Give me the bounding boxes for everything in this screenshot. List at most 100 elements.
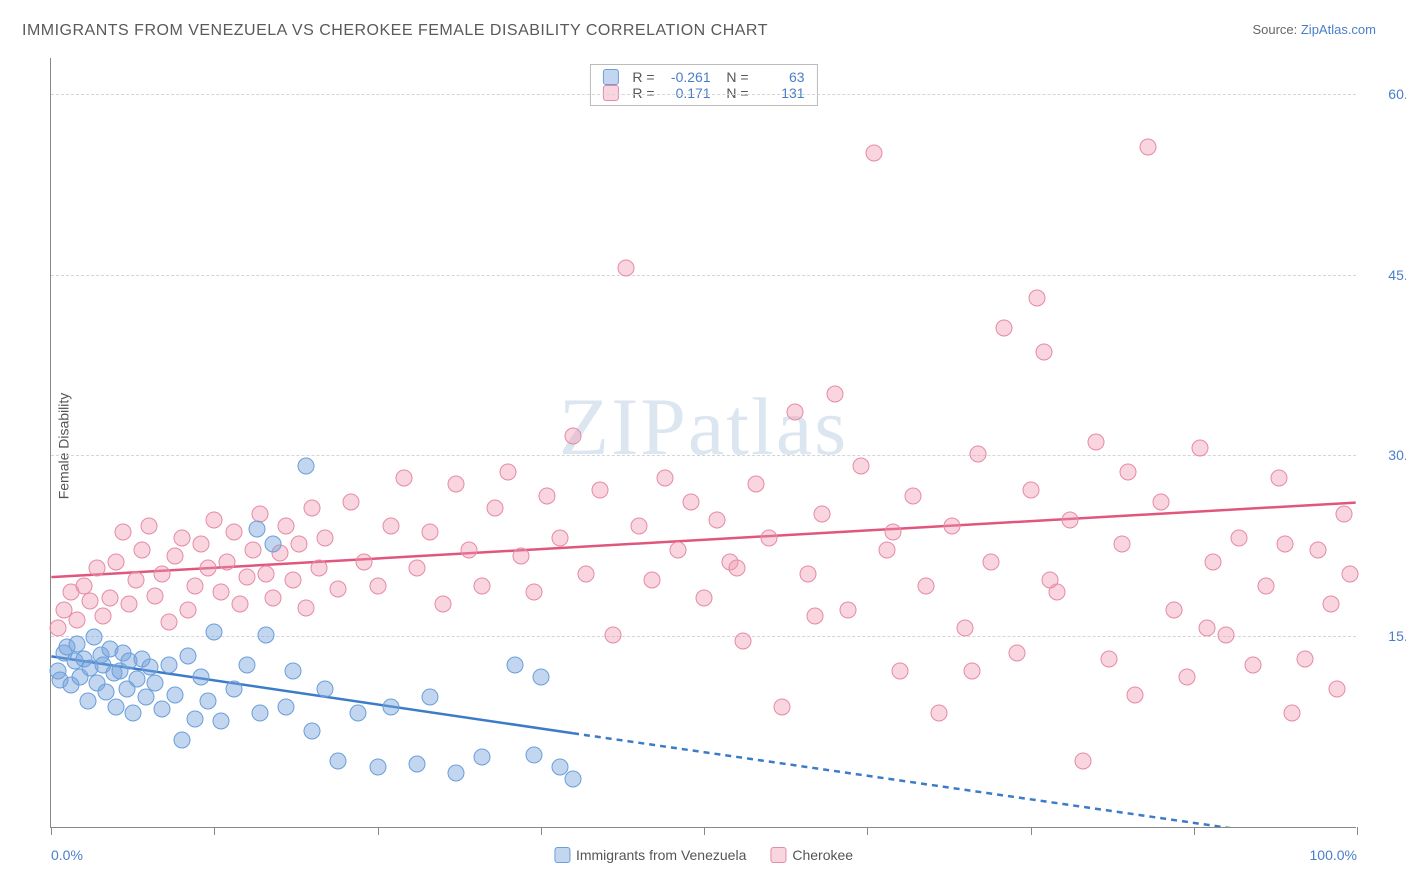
scatter-point xyxy=(748,476,765,493)
scatter-point xyxy=(95,608,112,625)
scatter-point xyxy=(447,476,464,493)
scatter-point xyxy=(232,596,249,613)
scatter-point xyxy=(212,584,229,601)
scatter-point xyxy=(656,470,673,487)
scatter-point xyxy=(539,488,556,505)
legend-r-value-0: -0.261 xyxy=(663,69,711,85)
legend-swatch-0 xyxy=(602,69,618,85)
scatter-point xyxy=(49,620,66,637)
scatter-point xyxy=(1296,650,1313,667)
scatter-point xyxy=(891,662,908,679)
legend-n-label: N = xyxy=(719,85,749,101)
scatter-point xyxy=(904,488,921,505)
scatter-point xyxy=(1153,494,1170,511)
scatter-point xyxy=(186,578,203,595)
scatter-point xyxy=(395,470,412,487)
scatter-point xyxy=(813,506,830,523)
scatter-point xyxy=(565,770,582,787)
x-tick xyxy=(214,827,215,835)
source-prefix: Source: xyxy=(1252,22,1300,37)
y-tick-label: 15.0% xyxy=(1368,628,1406,644)
watermark: ZIPatlas xyxy=(559,380,848,474)
scatter-point xyxy=(696,590,713,607)
scatter-point xyxy=(709,512,726,529)
x-tick xyxy=(1357,827,1358,835)
scatter-point xyxy=(225,524,242,541)
scatter-point xyxy=(147,674,164,691)
scatter-point xyxy=(193,536,210,553)
scatter-point xyxy=(108,698,125,715)
chart-plot-area: ZIPatlas R = -0.261 N = 63 R = 0.171 N =… xyxy=(50,58,1356,828)
scatter-point xyxy=(154,566,171,583)
series-legend-item-1: Cherokee xyxy=(770,847,853,863)
gridline-h xyxy=(51,455,1356,456)
scatter-point xyxy=(258,626,275,643)
x-tick-label: 0.0% xyxy=(51,847,83,863)
legend-r-label: R = xyxy=(632,85,654,101)
x-tick xyxy=(704,827,705,835)
scatter-point xyxy=(114,524,131,541)
scatter-point xyxy=(238,656,255,673)
scatter-point xyxy=(421,524,438,541)
scatter-point xyxy=(807,608,824,625)
source-link[interactable]: ZipAtlas.com xyxy=(1301,22,1376,37)
scatter-point xyxy=(1218,626,1235,643)
legend-n-label: N = xyxy=(719,69,749,85)
scatter-point xyxy=(349,704,366,721)
legend-n-value-1: 131 xyxy=(757,85,805,101)
x-tick xyxy=(1194,827,1195,835)
scatter-point xyxy=(1029,289,1046,306)
x-tick xyxy=(541,827,542,835)
scatter-point xyxy=(86,628,103,645)
scatter-point xyxy=(245,542,262,559)
x-tick-label: 100.0% xyxy=(1310,847,1357,863)
scatter-point xyxy=(284,662,301,679)
scatter-point xyxy=(513,548,530,565)
scatter-point xyxy=(643,572,660,589)
scatter-point xyxy=(735,632,752,649)
scatter-point xyxy=(970,446,987,463)
legend-row-series-0: R = -0.261 N = 63 xyxy=(602,69,804,85)
scatter-point xyxy=(297,458,314,475)
scatter-point xyxy=(1335,506,1352,523)
scatter-point xyxy=(199,560,216,577)
scatter-point xyxy=(918,578,935,595)
scatter-point xyxy=(369,758,386,775)
scatter-point xyxy=(473,749,490,766)
scatter-point xyxy=(278,698,295,715)
scatter-point xyxy=(500,464,517,481)
scatter-point xyxy=(330,752,347,769)
scatter-point xyxy=(1231,530,1248,547)
scatter-point xyxy=(101,590,118,607)
legend-r-label: R = xyxy=(632,69,654,85)
legend-n-value-0: 63 xyxy=(757,69,805,85)
scatter-point xyxy=(552,530,569,547)
x-tick xyxy=(1031,827,1032,835)
scatter-point xyxy=(129,671,146,688)
scatter-point xyxy=(138,689,155,706)
scatter-point xyxy=(317,530,334,547)
scatter-point xyxy=(604,626,621,643)
scatter-point xyxy=(108,554,125,571)
scatter-point xyxy=(304,500,321,517)
scatter-point xyxy=(447,764,464,781)
scatter-point xyxy=(206,512,223,529)
y-tick-label: 45.0% xyxy=(1368,267,1406,283)
scatter-point xyxy=(885,524,902,541)
scatter-point xyxy=(1277,536,1294,553)
scatter-point xyxy=(1042,572,1059,589)
scatter-point xyxy=(297,600,314,617)
scatter-point xyxy=(852,458,869,475)
series-name-1: Cherokee xyxy=(792,847,853,863)
scatter-point xyxy=(121,596,138,613)
scatter-point xyxy=(258,566,275,583)
x-tick xyxy=(378,827,379,835)
scatter-point xyxy=(225,680,242,697)
scatter-point xyxy=(408,560,425,577)
scatter-point xyxy=(826,385,843,402)
series-name-0: Immigrants from Venezuela xyxy=(576,847,746,863)
scatter-point xyxy=(79,692,96,709)
scatter-point xyxy=(526,746,543,763)
scatter-point xyxy=(1022,482,1039,499)
y-tick-label: 60.0% xyxy=(1368,86,1406,102)
